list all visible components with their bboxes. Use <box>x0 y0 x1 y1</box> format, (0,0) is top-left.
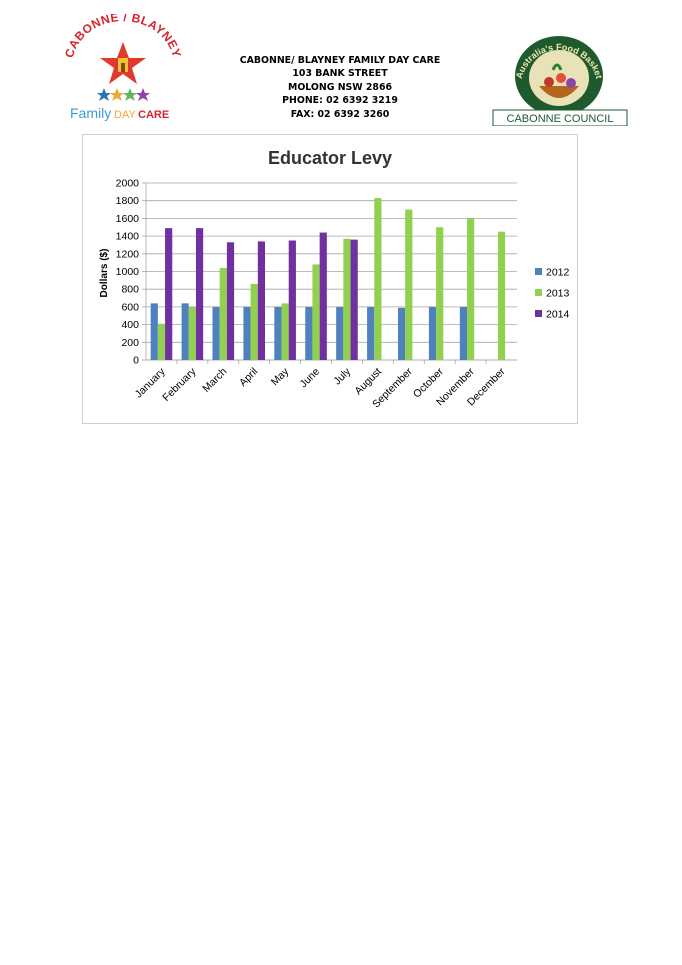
gridlines <box>142 182 517 364</box>
bar-2012-june <box>305 306 313 360</box>
bar-2013-august <box>374 198 382 360</box>
y-tick-label: 0 <box>133 355 139 367</box>
y-tick-label: 600 <box>121 301 139 313</box>
bar-2013-january <box>157 323 166 360</box>
legend-label-2012: 2012 <box>546 267 570 279</box>
bar-2012-march <box>212 306 220 360</box>
y-tick-label: 1200 <box>116 248 140 260</box>
bar-2013-july <box>343 238 351 360</box>
logo-day-text: DAY <box>114 109 136 121</box>
bar-2013-november <box>467 218 475 360</box>
legend-label-2013: 2013 <box>546 288 570 300</box>
town-address: MOLONG NSW 2866 <box>287 81 392 93</box>
y-tick-label: 400 <box>121 319 139 331</box>
x-tick-label: June <box>298 366 323 391</box>
chart-frame: Educator Levy Dollars ($) 0 200 400 600 800 1… <box>82 134 578 424</box>
street-address: 103 BANK STREET <box>292 68 388 80</box>
legend-swatch-2014 <box>535 310 542 317</box>
bar-2013-february <box>188 306 196 360</box>
bar-2012-april <box>243 306 251 360</box>
basket-icon <box>539 86 579 98</box>
purple-star-icon <box>136 88 150 101</box>
bar-2013-september <box>405 209 413 360</box>
y-axis-label: Dollars ($) <box>99 249 110 298</box>
bar-2014-may <box>288 240 296 360</box>
bar-2012-may <box>274 306 282 360</box>
org-name: CABONNE/ BLAYNEY FAMILY DAY CARE <box>239 55 441 66</box>
y-tick-label: 1000 <box>116 266 140 278</box>
bar-2012-july <box>336 306 344 360</box>
logo-care-text: CARE <box>138 109 169 121</box>
bar-2014-february <box>195 228 204 360</box>
chart-legend: 2012 2013 2014 <box>535 267 570 321</box>
logo-family-text: Family <box>70 105 111 121</box>
bar-2013-may <box>281 303 289 360</box>
bar-2014-april <box>257 241 266 360</box>
x-tick-label: July <box>331 365 353 387</box>
bar-2014-june <box>319 232 327 360</box>
bar-2013-april <box>250 283 258 360</box>
bar-2014-march <box>226 242 235 360</box>
y-axis-ticks: 0 200 400 600 800 1000 1200 1400 1600 1800 2000 <box>116 178 140 367</box>
bars <box>150 198 506 360</box>
chart-title: Educator Levy <box>268 148 392 168</box>
blue-star-icon <box>97 88 111 101</box>
bar-2014-january <box>165 228 173 360</box>
y-tick-label: 800 <box>121 284 139 296</box>
y-tick-label: 1400 <box>116 231 140 243</box>
legend-label-2014: 2014 <box>546 309 570 321</box>
bar-2012-november <box>459 306 468 360</box>
bar-2012-october <box>428 306 437 360</box>
letterhead-address: CABONNE/ BLAYNEY FAMILY DAY CARE 103 BAN… <box>220 54 460 121</box>
x-tick-label: February <box>160 365 199 404</box>
bar-2012-january <box>150 303 158 360</box>
x-tick-label: April <box>237 366 260 389</box>
x-tick-label: May <box>269 365 292 388</box>
bar-2014-july <box>350 239 358 360</box>
y-tick-label: 1600 <box>116 213 140 225</box>
y-tick-label: 2000 <box>116 178 140 190</box>
bar-2013-june <box>312 264 320 360</box>
bar-2013-december <box>497 231 506 360</box>
x-tick-label: March <box>200 366 229 395</box>
bar-2012-september <box>397 307 406 360</box>
educator-levy-chart: Educator Levy Dollars ($) 0 200 400 600 800 1… <box>99 148 570 410</box>
fax-number: FAX: 02 6392 3260 <box>290 108 390 120</box>
green-star-icon <box>123 88 137 101</box>
y-tick-label: 1800 <box>116 195 140 207</box>
orange-star-icon <box>110 88 124 101</box>
council-name: CABONNE COUNCIL <box>507 113 614 125</box>
legend-swatch-2012 <box>535 268 542 275</box>
legend-swatch-2013 <box>535 289 542 296</box>
bar-2013-october <box>436 227 444 360</box>
y-tick-label: 200 <box>121 337 139 349</box>
bar-2012-february <box>181 303 189 360</box>
family-day-care-logo: CABONNE / BLAYNEY Family DAY CARE <box>58 10 188 126</box>
phone-number: PHONE: 02 6392 3219 <box>282 95 398 107</box>
bar-2012-august <box>367 306 375 360</box>
cabonne-council-logo: Australia's Food Basket CABONNE COUNCIL <box>491 30 629 127</box>
bar-2013-march <box>219 267 227 360</box>
